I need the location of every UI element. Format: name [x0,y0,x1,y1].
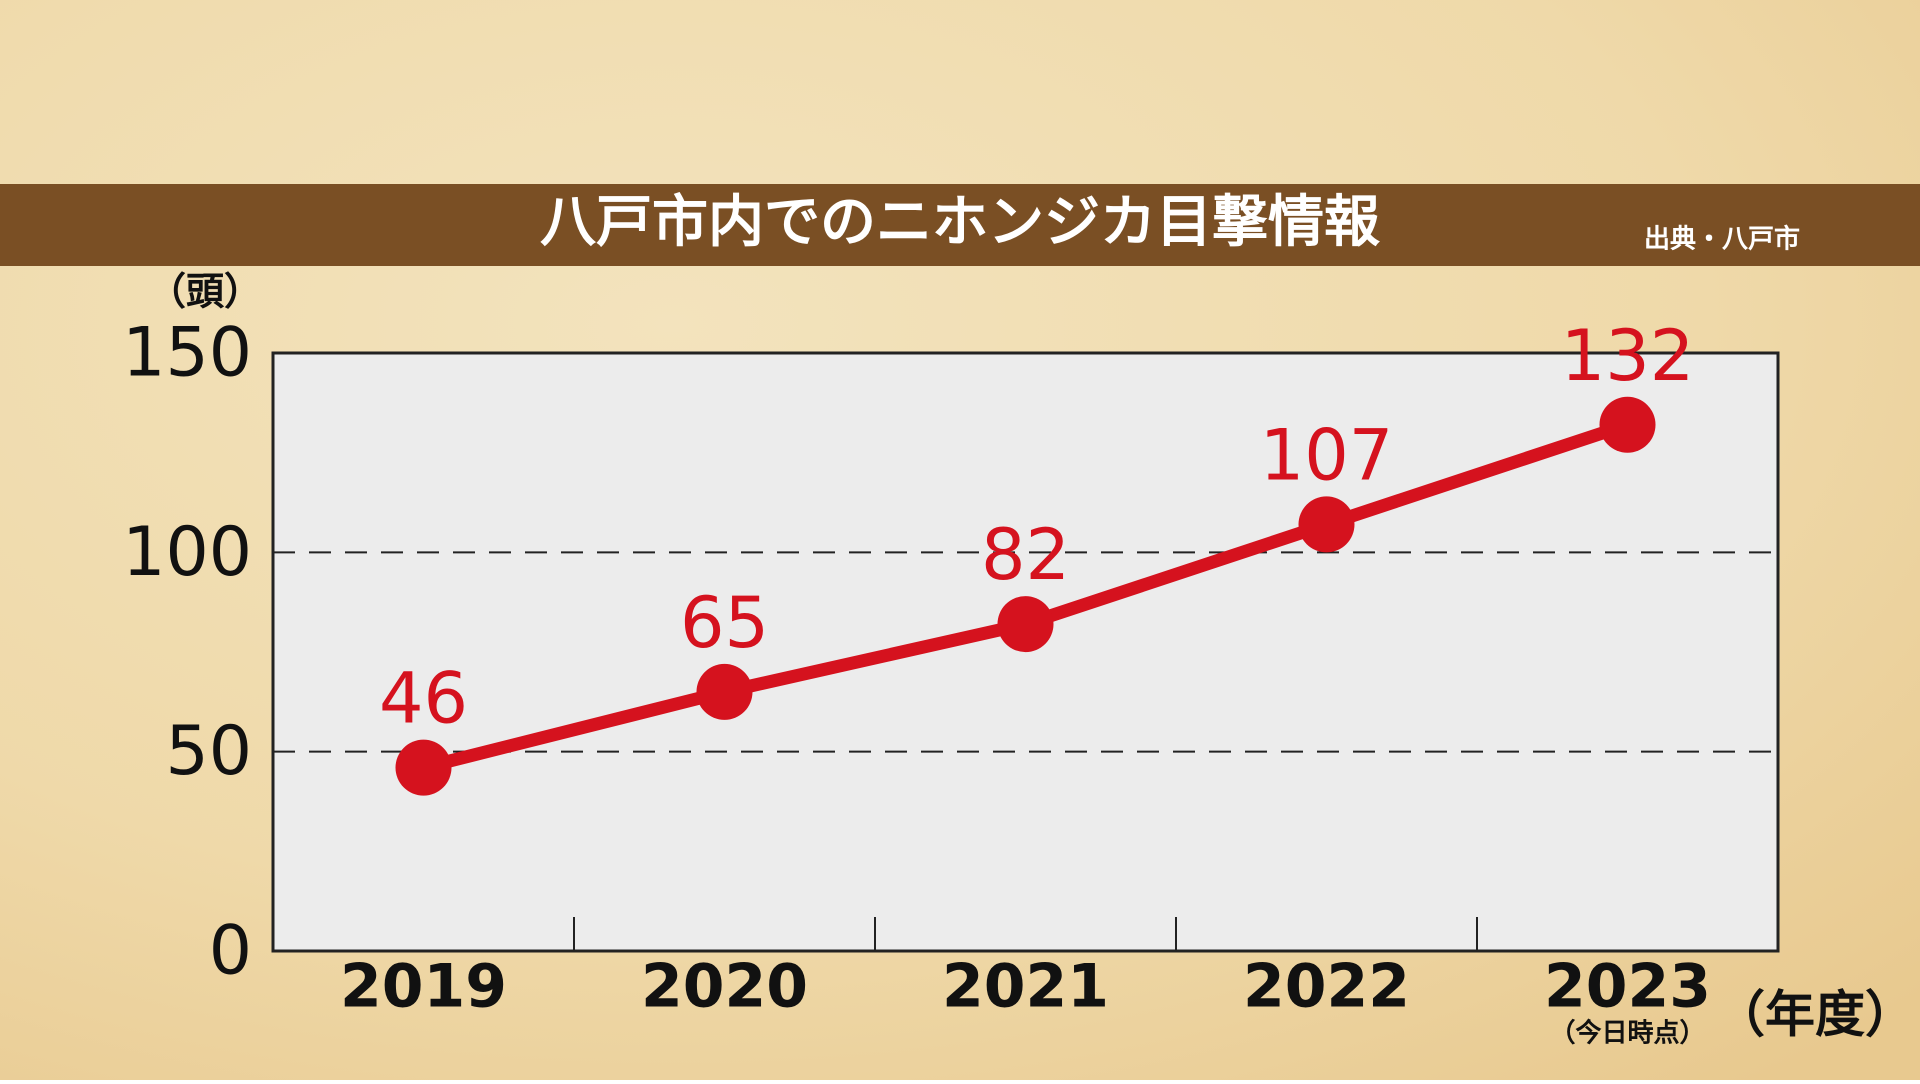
value-label: 46 [379,658,468,740]
x-tick-label: 2020 [641,952,808,1022]
x-unit: （年度） [1715,986,1915,1044]
source: 出典・八戸市 [1644,224,1800,255]
data-point [395,739,452,796]
chart-title: 八戸市内でのニホンジカ目撃情報 [540,190,1380,255]
x-tick-label: 2019 [340,952,507,1022]
y-tick-label: 100 [122,513,252,592]
category-note: （今日時点） [1549,1018,1705,1049]
y-tick-label: 0 [209,912,252,991]
title-bar [0,184,1920,266]
x-tick-label: 2023 [1544,952,1711,1022]
data-point [696,663,753,720]
value-label: 82 [981,514,1070,596]
data-point [997,596,1054,653]
y-tick-label: 150 [122,314,252,393]
x-tick-label: 2021 [942,952,1109,1022]
value-label: 65 [680,582,769,664]
y-unit: （頭） [148,270,262,314]
plot-frame [271,351,1780,953]
y-tick-label: 50 [165,712,252,791]
value-label: 107 [1260,414,1394,496]
value-label: 132 [1561,315,1695,397]
data-point [1298,496,1355,553]
x-tick-label: 2022 [1243,952,1410,1022]
data-point [1599,396,1656,453]
